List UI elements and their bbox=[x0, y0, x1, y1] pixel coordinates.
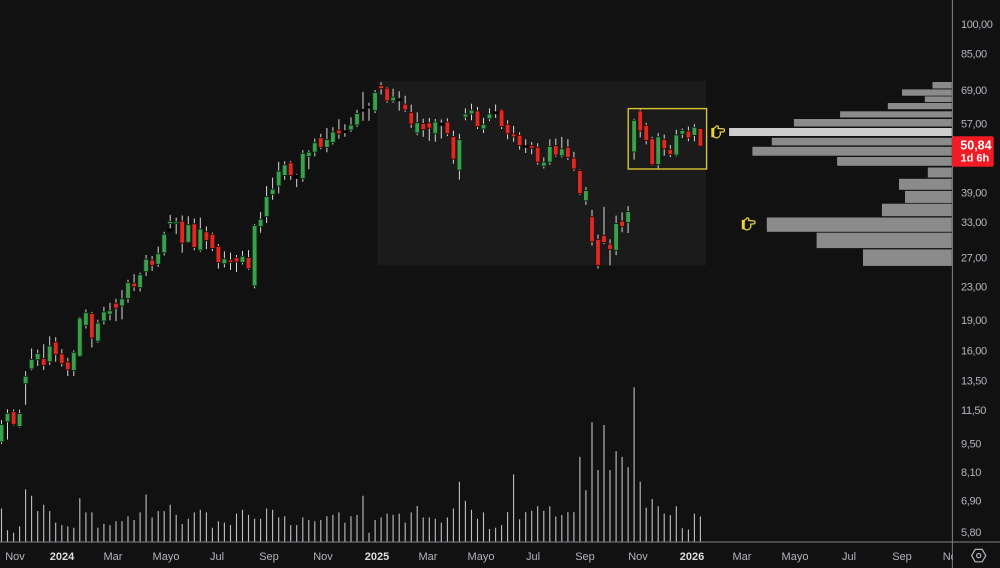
svg-text:69,00: 69,00 bbox=[961, 85, 987, 97]
svg-text:Sep: Sep bbox=[892, 551, 912, 563]
svg-text:Nov: Nov bbox=[313, 551, 333, 563]
svg-text:Sep: Sep bbox=[259, 551, 279, 563]
svg-text:1d 6h: 1d 6h bbox=[961, 153, 990, 165]
svg-text:50,84: 50,84 bbox=[960, 139, 991, 153]
svg-text:8,10: 8,10 bbox=[961, 467, 981, 479]
svg-text:57,00: 57,00 bbox=[961, 119, 987, 131]
svg-text:Mar: Mar bbox=[104, 551, 123, 563]
svg-text:2025: 2025 bbox=[365, 551, 389, 563]
svg-text:6,90: 6,90 bbox=[961, 495, 981, 507]
svg-text:Mayo: Mayo bbox=[153, 551, 180, 563]
svg-text:2024: 2024 bbox=[50, 551, 75, 563]
svg-text:Nov: Nov bbox=[5, 551, 25, 563]
svg-text:23,00: 23,00 bbox=[961, 282, 987, 294]
svg-text:33,00: 33,00 bbox=[961, 217, 987, 229]
svg-text:Mayo: Mayo bbox=[782, 551, 809, 563]
svg-text:Sep: Sep bbox=[575, 551, 595, 563]
svg-text:100,00: 100,00 bbox=[961, 19, 993, 31]
svg-text:5,80: 5,80 bbox=[961, 527, 981, 539]
svg-text:Jul: Jul bbox=[526, 551, 540, 563]
svg-text:85,00: 85,00 bbox=[961, 49, 987, 61]
svg-text:13,50: 13,50 bbox=[961, 375, 987, 387]
svg-text:Mar: Mar bbox=[733, 551, 752, 563]
svg-text:Nov: Nov bbox=[628, 551, 648, 563]
svg-text:9,50: 9,50 bbox=[961, 439, 981, 451]
svg-text:11,50: 11,50 bbox=[961, 405, 986, 417]
svg-text:Mar: Mar bbox=[419, 551, 438, 563]
svg-text:2026: 2026 bbox=[680, 551, 704, 563]
svg-text:19,00: 19,00 bbox=[961, 315, 987, 327]
svg-text:39,00: 39,00 bbox=[961, 187, 987, 199]
svg-text:27,00: 27,00 bbox=[961, 252, 987, 264]
svg-text:Jul: Jul bbox=[210, 551, 224, 563]
svg-text:16,00: 16,00 bbox=[961, 345, 987, 357]
svg-text:Mayo: Mayo bbox=[468, 551, 495, 563]
svg-text:Jul: Jul bbox=[842, 551, 856, 563]
